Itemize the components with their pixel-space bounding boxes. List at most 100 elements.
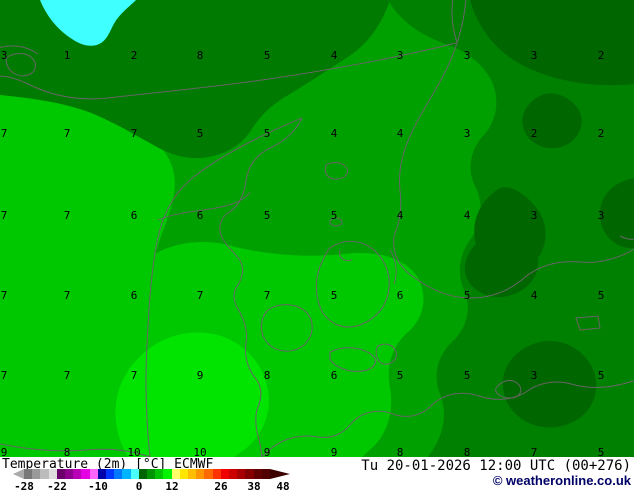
temp-value: 2	[131, 49, 138, 62]
temp-value: 4	[531, 289, 538, 302]
temp-value: 3	[598, 209, 605, 222]
scale-segment	[56, 469, 66, 479]
temp-value: 4	[397, 127, 404, 140]
scale-segment	[155, 469, 164, 479]
temp-value: 5	[464, 369, 471, 382]
coastline-borders	[0, 0, 634, 457]
scale-arrow-right	[270, 469, 290, 479]
temp-value: 9	[264, 446, 271, 457]
scale-segment	[147, 469, 156, 479]
temp-value: 7	[64, 289, 71, 302]
forecast-timestamp: Tu 20-01-2026 12:00 UTC (00+276)	[361, 458, 631, 474]
temp-value: 4	[331, 49, 338, 62]
temp-value: 9	[1, 446, 8, 457]
scale-segment	[32, 469, 41, 479]
temp-value: 8	[397, 446, 404, 457]
copyright-label: © weatheronline.co.uk	[492, 473, 631, 488]
temp-region-darker-spot	[522, 93, 582, 149]
temp-value: 3	[531, 209, 538, 222]
scale-segment	[163, 469, 172, 479]
temp-value: 5	[197, 127, 204, 140]
temp-value: 5	[397, 369, 404, 382]
color-scale: -28 -22 -10 0 12 26 38 48	[13, 469, 313, 490]
temp-value: 7	[64, 369, 71, 382]
temp-value: 8	[264, 369, 271, 382]
temp-value: 5	[464, 289, 471, 302]
temp-value: 2	[531, 127, 538, 140]
temp-value: 6	[397, 289, 404, 302]
scale-segment	[106, 469, 115, 479]
scale-segment	[89, 469, 98, 479]
temp-value: 7	[1, 369, 8, 382]
temp-value: 7	[531, 446, 538, 457]
temperature-map: 3 1 2 8 5 4 3 3 3 2 7 7 7 5 5 4 4 3 2 2 7 7 6 6 5 5 4 4 3 3 7 7 6 7 7 5 6 5 4 5…	[0, 0, 634, 457]
scale-segment	[204, 469, 213, 479]
scale-segment	[130, 469, 139, 479]
temp-value: 8	[197, 49, 204, 62]
temp-value: 7	[1, 127, 8, 140]
temp-value: 8	[64, 446, 71, 457]
temp-value: 8	[464, 446, 471, 457]
legend-bar: Temperature (2m) [°C] ECMWF Tu 20-01-202…	[0, 457, 634, 490]
temp-value: 3	[531, 369, 538, 382]
scale-segment	[253, 469, 262, 479]
scale-segment	[220, 469, 230, 479]
temp-value: 4	[397, 209, 404, 222]
temp-value: 7	[64, 127, 71, 140]
scale-tick: -22	[47, 480, 67, 490]
scale-segment	[171, 469, 180, 479]
temp-value: 7	[64, 209, 71, 222]
temp-value: 5	[331, 289, 338, 302]
temp-region-darker-southeast	[502, 340, 597, 428]
scale-segment	[229, 469, 238, 479]
scale-gradient	[24, 469, 271, 479]
temp-value: 10	[193, 446, 206, 457]
temp-value: 6	[331, 369, 338, 382]
temp-region-darker-northeast	[470, 0, 634, 86]
temp-value: 4	[331, 127, 338, 140]
scale-tick: 12	[165, 480, 179, 490]
temp-value: 7	[131, 369, 138, 382]
temp-value: 5	[264, 49, 271, 62]
temp-value: 6	[131, 289, 138, 302]
scale-tick: 48	[276, 480, 290, 490]
temp-value: 7	[131, 127, 138, 140]
scale-segment	[114, 469, 123, 479]
scale-segment	[179, 469, 189, 479]
scale-arrow-left	[13, 469, 24, 479]
temp-value: 6	[131, 209, 138, 222]
temp-value: 9	[197, 369, 204, 382]
scale-segment	[212, 469, 221, 479]
scale-segment	[48, 469, 57, 479]
scale-segment	[97, 469, 107, 479]
temp-value: 7	[1, 289, 8, 302]
scale-segment	[196, 469, 205, 479]
scale-tick: 0	[135, 480, 143, 490]
scale-segment	[261, 469, 271, 479]
scale-segment	[65, 469, 74, 479]
temp-value: 9	[331, 446, 338, 457]
temp-value: 5	[331, 209, 338, 222]
temp-value: 5	[598, 369, 605, 382]
scale-tick: 38	[247, 480, 261, 490]
temp-value: 7	[197, 289, 204, 302]
scale-tick: -28	[14, 480, 34, 490]
scale-segment	[81, 469, 90, 479]
temp-value: 5	[264, 127, 271, 140]
temp-value: 3	[464, 49, 471, 62]
temp-value: 5	[598, 446, 605, 457]
temp-value: 7	[264, 289, 271, 302]
temp-value: 1	[64, 49, 71, 62]
temp-region-coldest-cyan	[40, 0, 136, 46]
temp-value: 3	[1, 49, 8, 62]
scale-tick: 26	[214, 480, 228, 490]
temp-value: 4	[464, 209, 471, 222]
scale-segment	[122, 469, 131, 479]
temp-value: 3	[397, 49, 404, 62]
scale-segment	[138, 469, 148, 479]
temp-value: 3	[464, 127, 471, 140]
scale-segment	[73, 469, 82, 479]
scale-tick-labels: -28 -22 -10 0 12 26 38 48	[13, 480, 313, 490]
temp-value: 10	[127, 446, 140, 457]
